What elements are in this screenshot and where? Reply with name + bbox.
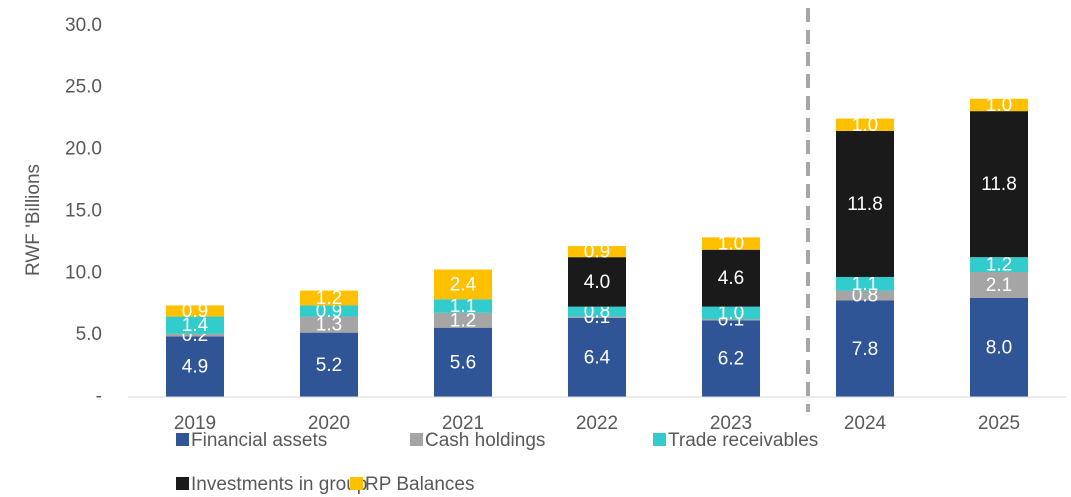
data-label: 0.9 (316, 301, 342, 322)
legend-swatch (350, 477, 363, 490)
bar-segment (568, 257, 626, 307)
y-tick-label: 20.0 (65, 139, 102, 160)
data-label: 6.2 (718, 349, 744, 370)
data-label: 1.2 (450, 310, 476, 331)
legend-swatch (653, 433, 666, 446)
data-label: 6.4 (584, 347, 611, 368)
y-axis-label: RWF 'Billions (23, 164, 44, 276)
data-label: 1.2 (316, 288, 342, 309)
bar-segment (836, 300, 894, 397)
data-label: 0.8 (852, 286, 878, 307)
x-tick-label: 2019 (174, 413, 216, 434)
bar-segment (300, 305, 358, 317)
x-tick-label: 2021 (442, 413, 484, 434)
data-label: 2.1 (986, 275, 1012, 296)
bar-segment (166, 305, 224, 317)
bar-segment (568, 306, 626, 317)
data-label: 1.0 (852, 115, 878, 136)
bar-segment (300, 332, 358, 397)
legend-swatch (410, 433, 423, 446)
data-label: 4.0 (584, 272, 610, 293)
bar-segment (166, 336, 224, 397)
y-tick-label: 30.0 (65, 15, 102, 36)
bar-segment (836, 130, 894, 277)
y-tick-label: 25.0 (65, 77, 102, 98)
bar-segment (836, 118, 894, 131)
legend-label: Trade receivables (668, 430, 818, 451)
data-label: 2.4 (450, 274, 477, 295)
bar-segment (836, 290, 894, 301)
bar-segment (702, 320, 760, 397)
bar-segment (568, 317, 626, 397)
data-label: 7.8 (852, 339, 878, 360)
bar-segment (702, 319, 760, 321)
bar-segment (434, 312, 492, 328)
legend-label: Investments in group (191, 474, 367, 495)
data-label: 8.0 (986, 338, 1012, 359)
bar-segment (434, 299, 492, 313)
bar-segment (702, 249, 760, 307)
bar-segment (970, 257, 1028, 273)
data-label: 4.6 (718, 268, 744, 289)
legend-label: RP Balances (365, 474, 475, 495)
x-tick-label: 2020 (308, 413, 350, 434)
legend-swatch (176, 477, 189, 490)
data-label: 1.0 (718, 234, 744, 255)
bar-segment (434, 327, 492, 397)
data-label: 1.3 (316, 315, 342, 336)
bar-segment (702, 237, 760, 250)
legend-swatch (176, 433, 189, 446)
x-tick-label: 2024 (844, 413, 887, 434)
data-label: 5.2 (316, 355, 342, 376)
y-tick-label: 15.0 (65, 200, 102, 221)
legend-label: Cash holdings (425, 430, 545, 451)
bar-segment (166, 333, 224, 337)
bar-segment (434, 269, 492, 300)
y-tick-label: 10.0 (65, 262, 102, 283)
y-tick-label: - (96, 386, 102, 407)
data-label: 11.8 (981, 174, 1017, 195)
y-tick-label: 5.0 (76, 324, 102, 345)
bar-segment (836, 276, 894, 291)
bar-segment (300, 316, 358, 333)
bar-segment (970, 298, 1028, 397)
bar-segment (300, 290, 358, 306)
x-tick-label: 2022 (576, 413, 618, 434)
data-label: 1.0 (986, 95, 1012, 116)
data-label: 1.4 (182, 315, 209, 336)
bar-segment (970, 272, 1028, 298)
bar-segment (166, 316, 224, 334)
data-label: 0.9 (584, 242, 610, 263)
data-label: 1.1 (852, 274, 878, 295)
data-label: 0.9 (182, 301, 208, 322)
x-tick-label: 2025 (978, 413, 1020, 434)
data-label: 1.2 (986, 255, 1012, 276)
data-label: 4.9 (182, 357, 208, 378)
bar-segment (970, 111, 1028, 258)
data-label: 5.6 (450, 352, 476, 373)
x-tick-label: 2023 (710, 413, 752, 434)
bar-segment (970, 98, 1028, 112)
data-label: 1.0 (718, 303, 744, 324)
data-label: 11.8 (847, 194, 883, 215)
bar-segment (568, 246, 626, 258)
legend-label: Financial assets (191, 430, 327, 451)
data-label: 0.8 (584, 302, 610, 323)
bar-segment (568, 316, 626, 318)
data-label: 1.1 (450, 296, 476, 317)
bar-segment (702, 306, 760, 320)
